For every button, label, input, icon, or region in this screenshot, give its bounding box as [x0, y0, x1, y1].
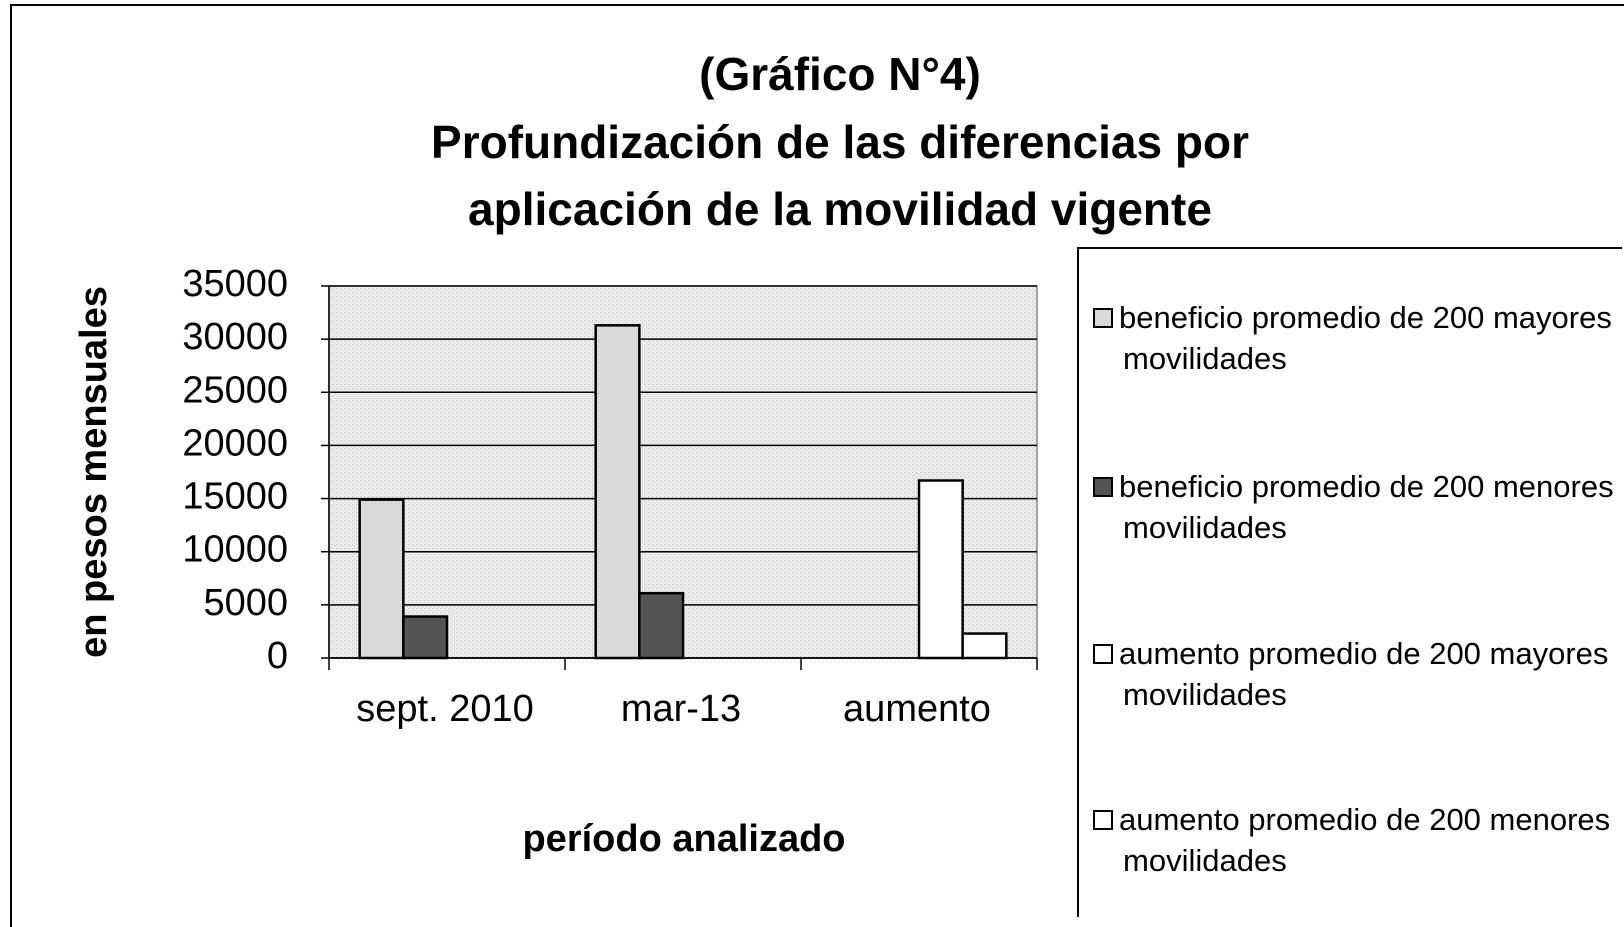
- legend-entry: beneficio promedio de 200 menores movili…: [1093, 466, 1624, 548]
- legend-label: beneficio promedio de 200 mayores movili…: [1119, 300, 1612, 376]
- y-tick-label: 5000: [203, 582, 288, 624]
- y-tick-label: 10000: [182, 529, 288, 571]
- x-tick-label: sept. 2010: [356, 688, 533, 730]
- legend-swatch: [1093, 308, 1113, 328]
- chart-title: Profundización de las diferencias por: [431, 116, 1249, 168]
- y-tick-label: 0: [267, 635, 288, 677]
- bar: [961, 632, 1008, 660]
- bar: [402, 615, 449, 660]
- legend-swatch: [1093, 644, 1113, 664]
- legend-swatch: [1093, 810, 1113, 830]
- y-axis-label: en pesos mensuales: [73, 286, 115, 658]
- legend-entry: aumento promedio de 200 mayores movilida…: [1093, 633, 1624, 715]
- legend-label: beneficio promedio de 200 menores movili…: [1119, 469, 1614, 545]
- legend-label: aumento promedio de 200 mayores movilida…: [1119, 636, 1609, 712]
- chart-title: aplicación de la movilidad vigente: [468, 183, 1212, 235]
- x-axis-label: período analizado: [522, 818, 845, 860]
- legend: beneficio promedio de 200 mayores movili…: [1077, 247, 1622, 917]
- legend-entry: beneficio promedio de 200 mayores movili…: [1093, 297, 1624, 379]
- y-tick-label: 25000: [182, 369, 288, 411]
- frame: [10, 4, 1624, 927]
- bar: [594, 324, 641, 660]
- legend-entry: aumento promedio de 200 menores movilida…: [1093, 799, 1624, 881]
- x-tick-label: mar-13: [621, 688, 741, 730]
- legend-label: aumento promedio de 200 menores movilida…: [1119, 802, 1611, 878]
- y-tick-label: 20000: [182, 422, 288, 464]
- legend-swatch: [1093, 477, 1113, 497]
- y-tick-label: 35000: [182, 263, 288, 305]
- chart-title: (Gráfico N°4): [699, 48, 981, 100]
- bar: [638, 591, 685, 660]
- x-tick-label: aumento: [843, 688, 991, 730]
- y-tick-label: 15000: [182, 476, 288, 518]
- y-tick-label: 30000: [182, 316, 288, 358]
- bar: [358, 498, 405, 660]
- bar: [917, 479, 964, 660]
